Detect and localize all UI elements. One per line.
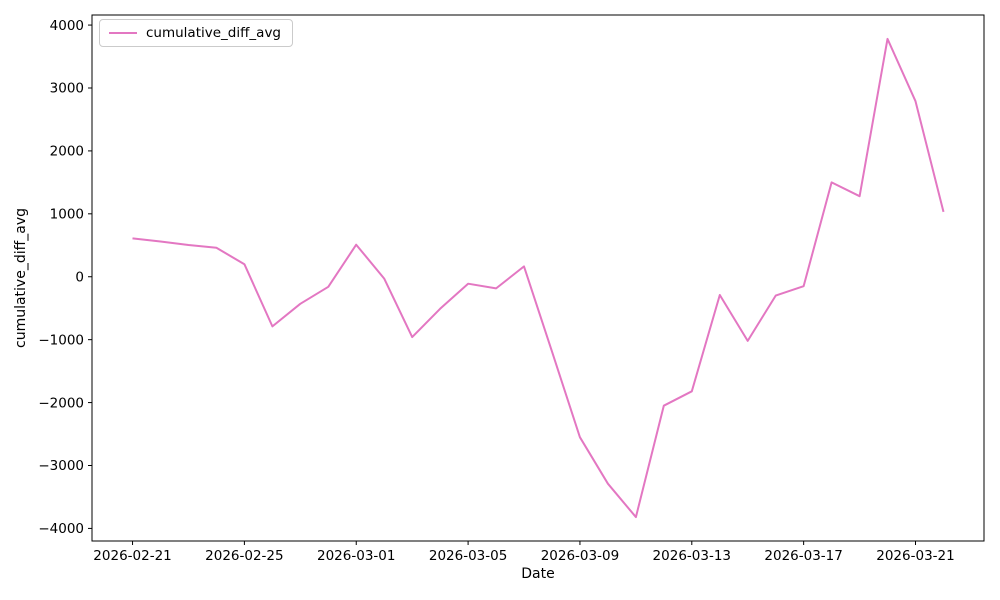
x-tick-label: 2026-03-13 [653, 548, 731, 564]
x-tick-label: 2026-03-05 [429, 548, 507, 564]
y-tick-label: 4000 [50, 18, 84, 34]
plot-border [91, 14, 985, 542]
legend: cumulative_diff_avg [99, 19, 293, 48]
legend-label: cumulative_diff_avg [146, 25, 281, 41]
legend-line-sample [109, 32, 137, 35]
x-tick-label: 2026-03-09 [541, 548, 619, 564]
y-tick-label: −2000 [38, 395, 84, 411]
x-tick-label: 2026-03-17 [764, 548, 842, 564]
y-tick-label: 3000 [50, 81, 84, 97]
x-tick-label: 2026-03-21 [876, 548, 954, 564]
x-axis-title: Date [521, 566, 555, 582]
y-tick-label: 0 [75, 269, 84, 285]
y-axis-title: cumulative_diff_avg [13, 208, 29, 348]
x-tick-label: 2026-02-25 [205, 548, 283, 564]
y-tick-label: 1000 [50, 207, 84, 223]
y-tick-label: −4000 [38, 521, 84, 537]
y-tick-label: 2000 [50, 144, 84, 160]
series-line [132, 37, 945, 519]
y-tick-label: −1000 [38, 332, 84, 348]
x-tick-label: 2026-03-01 [317, 548, 395, 564]
y-tick-label: −3000 [38, 458, 84, 474]
x-tick-label: 2026-02-21 [93, 548, 171, 564]
